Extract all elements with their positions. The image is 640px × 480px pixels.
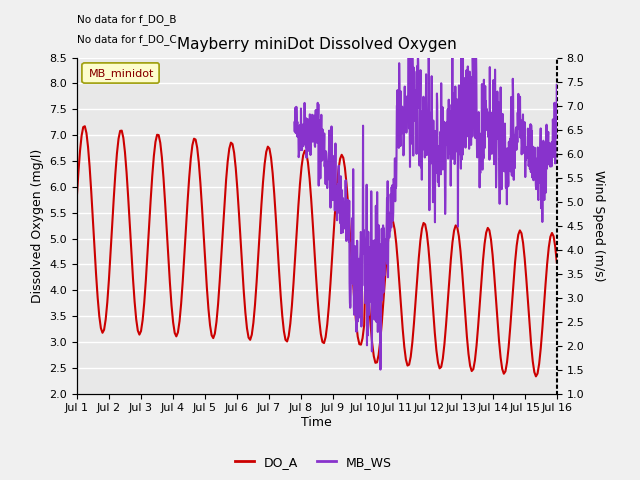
Y-axis label: Wind Speed (m/s): Wind Speed (m/s)	[592, 170, 605, 281]
Title: Mayberry miniDot Dissolved Oxygen: Mayberry miniDot Dissolved Oxygen	[177, 37, 457, 52]
Legend: MB_minidot: MB_minidot	[83, 63, 159, 83]
Legend: DO_A, MB_WS: DO_A, MB_WS	[230, 451, 397, 474]
X-axis label: Time: Time	[301, 416, 332, 429]
Text: No data for f_DO_C: No data for f_DO_C	[77, 34, 177, 45]
Text: No data for f_DO_B: No data for f_DO_B	[77, 14, 176, 25]
Y-axis label: Dissolved Oxygen (mg/l): Dissolved Oxygen (mg/l)	[31, 148, 44, 303]
